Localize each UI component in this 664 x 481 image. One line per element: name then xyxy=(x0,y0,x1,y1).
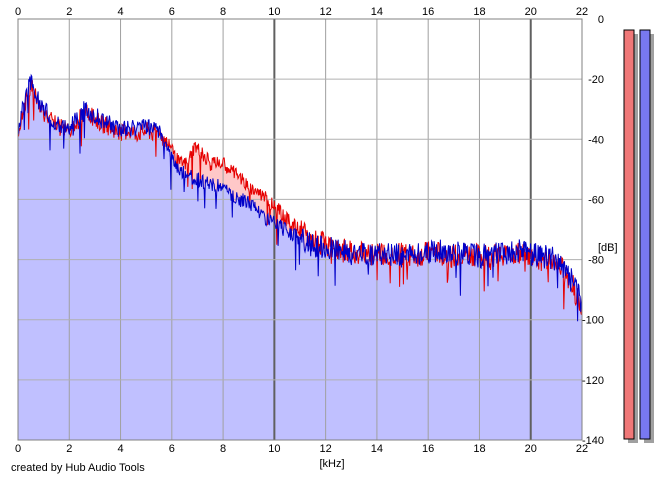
x-tick-label-bottom: 12 xyxy=(320,443,332,455)
series-line-2 xyxy=(17,73,583,322)
x-axis-bottom-ticks: 0 2 4 6 8 10 12 14 16 18 20 22 xyxy=(15,443,588,455)
x-tick-label-bottom: 2 xyxy=(66,443,72,455)
x-tick-label-bottom: 0 xyxy=(15,443,21,455)
y-tick-label: -140 xyxy=(582,435,604,447)
x-axis-label: [kHz] xyxy=(319,458,344,470)
y-tick-label: -40 xyxy=(588,134,604,146)
x-tick-label-bottom: 8 xyxy=(220,443,226,455)
credit-text: created by Hub Audio Tools xyxy=(11,462,145,474)
level-meters xyxy=(623,29,654,443)
x-tick-label-top: 12 xyxy=(320,6,332,18)
x-tick-label-top: 22 xyxy=(576,6,588,18)
x-tick-label-top: 0 xyxy=(15,6,21,18)
x-tick-label-top: 4 xyxy=(117,6,123,18)
level-meter-1 xyxy=(623,29,635,440)
y-axis-right-ticks: 0 -20 -40 -60 -80 -100 -120 -140 xyxy=(582,14,604,447)
x-tick-label-bottom: 4 xyxy=(117,443,123,455)
x-tick-label-bottom: 16 xyxy=(422,443,434,455)
x-tick-label-top: 6 xyxy=(169,6,175,18)
x-tick-label-bottom: 22 xyxy=(576,443,588,455)
y-tick-label: -80 xyxy=(588,255,604,267)
x-tick-label-top: 14 xyxy=(371,6,383,18)
x-tick-label-top: 2 xyxy=(66,6,72,18)
y-tick-label: -100 xyxy=(582,315,604,327)
x-tick-label-top: 20 xyxy=(525,6,537,18)
x-tick-label-top: 18 xyxy=(473,6,485,18)
x-tick-label-top: 8 xyxy=(220,6,226,18)
y-tick-label: 0 xyxy=(598,14,604,26)
x-tick-label-bottom: 10 xyxy=(268,443,280,455)
x-tick-label-bottom: 6 xyxy=(169,443,175,455)
plot-frame xyxy=(17,18,583,441)
x-tick-label-top: 16 xyxy=(422,6,434,18)
y-tick-label: -20 xyxy=(588,74,604,86)
x-tick-label-bottom: 18 xyxy=(473,443,485,455)
series-lines xyxy=(17,73,583,322)
level-meter-2 xyxy=(639,29,651,440)
x-tick-label-bottom: 14 xyxy=(371,443,383,455)
x-tick-label-top: 10 xyxy=(268,6,280,18)
y-tick-label: -60 xyxy=(588,194,604,206)
y-tick-label: -120 xyxy=(582,375,604,387)
x-axis-top-ticks: 0 2 4 6 8 10 12 14 16 18 20 22 xyxy=(15,6,588,18)
plot-area xyxy=(17,18,583,441)
y-axis-label: [dB] xyxy=(598,242,618,254)
x-tick-label-bottom: 20 xyxy=(525,443,537,455)
